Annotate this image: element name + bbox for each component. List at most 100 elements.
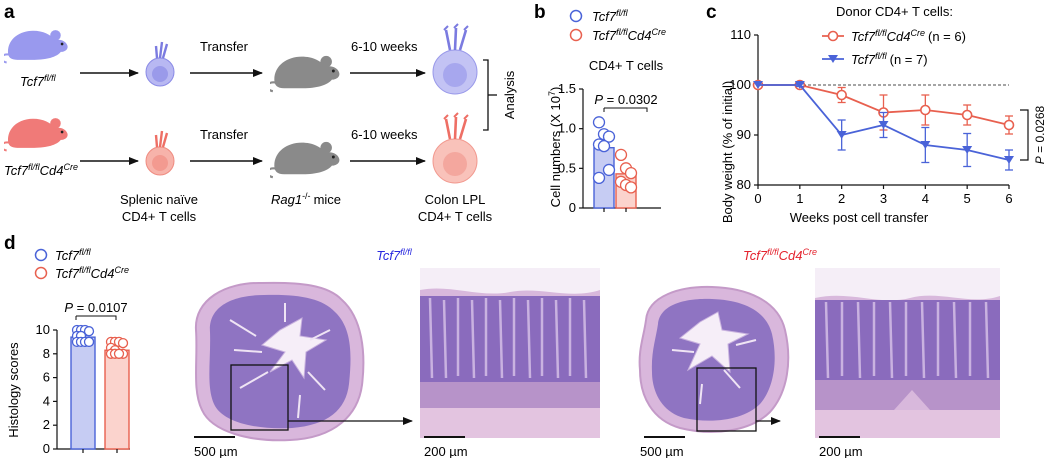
- data-point: [1003, 119, 1015, 131]
- legend-d-fl-label: Tcf7fl/fl: [55, 247, 92, 263]
- histology-title-fl: Tcf7fl/fl: [376, 247, 413, 263]
- transfer-label-top: Transfer: [200, 39, 249, 54]
- legend-b-fl-label: Tcf7fl/fl: [592, 8, 629, 24]
- y-tick-label: 2: [43, 417, 50, 432]
- x-tick-label: 5: [964, 191, 971, 206]
- y-tick-label: 6: [43, 370, 50, 385]
- data-point: [602, 130, 616, 143]
- histology-image-cre-zoom: [815, 268, 1000, 438]
- chart-d-bracket: [75, 315, 117, 320]
- y-tick-label: 100: [729, 77, 751, 92]
- mouse-blue-icon: [4, 29, 69, 64]
- data-point: [602, 163, 616, 177]
- panel-label-c: c: [706, 2, 717, 23]
- data-point: [878, 121, 889, 129]
- genotype-fl-label: Tcf7fl/fl: [20, 73, 57, 89]
- x-tick-label: 2: [838, 191, 845, 206]
- x-tick-label: 4: [922, 191, 929, 206]
- legend-b-cre-marker: [569, 28, 583, 42]
- transfer-label-bottom: Transfer: [200, 127, 249, 142]
- genotype-cre-label: Tcf7fl/flCd4Cre: [4, 162, 78, 178]
- panel-label-d: d: [4, 233, 16, 254]
- data-point: [624, 181, 638, 194]
- data-point: [83, 336, 95, 348]
- rag-mouse-bottom-icon: [270, 140, 341, 179]
- rag-mouse-top-icon: [270, 54, 341, 93]
- panel-b: b Tcf7fl/fl Tcf7fl/flCd4Cre CD4+ T cells…: [534, 2, 666, 215]
- chart-c-xlabel: Weeks post cell transfer: [790, 210, 929, 225]
- chart-c-bracket: [1020, 109, 1029, 161]
- data-point: [794, 81, 805, 89]
- chart-c-ylabel: Body weight (% of initial): [720, 81, 735, 223]
- scale-label-4: 200 µm: [819, 444, 863, 458]
- data-point: [920, 104, 931, 116]
- chart-b-ylabel: Cell numbers (X 107): [547, 87, 563, 208]
- weeks-label-top: 6-10 weeks: [351, 39, 418, 54]
- x-tick-label: 1: [796, 191, 803, 206]
- legend-c-cre-label: Tcf7fl/flCd4Cre (n = 6): [851, 28, 966, 44]
- y-tick-label: 1.0: [558, 121, 576, 136]
- y-tick-label: 0.5: [558, 160, 576, 175]
- data-point: [836, 89, 847, 101]
- colon-caption-2: CD4+ T cells: [418, 209, 493, 224]
- y-tick-label: 4: [43, 393, 50, 408]
- histology-image-fl-overview: [194, 281, 365, 442]
- lpl-cell-blue-icon: [432, 23, 478, 95]
- chart-c-pvalue: P = 0.0268: [1033, 105, 1047, 164]
- chart-d-ylabel: Histology scores: [6, 342, 21, 438]
- legend-d-cre-label: Tcf7fl/flCd4Cre: [55, 265, 129, 281]
- data-point: [614, 148, 628, 161]
- panel-c: c Donor CD4+ T cells: Tcf7fl/flCd4Cre (n …: [706, 2, 1047, 225]
- x-tick-label: 3: [880, 191, 887, 206]
- histology-image-cre-overview: [638, 285, 790, 433]
- mouse-red-icon: [4, 117, 69, 152]
- chart-d-pvalue: P = 0.0107: [64, 300, 127, 315]
- y-tick-label: 110: [730, 27, 751, 42]
- x-tick-label: 0: [754, 191, 761, 206]
- legend-b-fl-marker: [569, 9, 583, 23]
- y-tick-label: 80: [737, 177, 751, 192]
- chart-b-plot: 0 0.5 1.0 1.5: [558, 81, 661, 215]
- y-tick-label: 0: [43, 441, 50, 456]
- lpl-cell-red-icon: [432, 112, 478, 184]
- histology-image-fl-zoom: [420, 268, 600, 438]
- data-point: [83, 326, 95, 337]
- chart-c-title: Donor CD4+ T cells:: [836, 4, 953, 19]
- histology-title-cre: Tcf7fl/flCd4Cre: [743, 247, 817, 263]
- legend-b-cre-label: Tcf7fl/flCd4Cre: [592, 27, 666, 43]
- panel-label-a: a: [4, 2, 15, 23]
- y-tick-label: 8: [43, 346, 50, 361]
- data-point: [961, 109, 973, 121]
- legend-c-fl-label: Tcf7fl/fl (n = 7): [851, 51, 928, 67]
- panel-d: d Tcf7fl/fl Tcf7fl/flCd4Cre P = 0.0107 H…: [4, 233, 1000, 458]
- data-point: [920, 141, 931, 149]
- y-tick-label: 10: [36, 322, 50, 337]
- splenic-caption-1: Splenic naïve: [120, 192, 198, 207]
- rag-caption: Rag1-/- mice: [271, 191, 341, 207]
- scale-label-1: 500 µm: [194, 444, 238, 458]
- scale-label-3: 500 µm: [640, 444, 684, 458]
- colon-caption-1: Colon LPL: [425, 192, 486, 207]
- analysis-label: Analysis: [502, 70, 517, 119]
- bar: [70, 336, 96, 450]
- data-point: [753, 81, 763, 89]
- data-point: [597, 139, 611, 153]
- panel-a: a Tcf7fl/fl Tcf7fl/flCd4Cre Tran: [4, 2, 517, 224]
- legend-c-cre-marker: [827, 30, 839, 42]
- data-point: [592, 171, 606, 185]
- data-point: [1004, 156, 1014, 164]
- bar: [104, 349, 130, 450]
- naive-cell-red-icon: [145, 130, 175, 176]
- splenic-caption-2: CD4+ T cells: [122, 209, 197, 224]
- legend-d-fl-marker: [34, 248, 48, 262]
- data-point: [117, 337, 129, 349]
- legend-c-fl-marker: [828, 55, 838, 63]
- data-point: [624, 166, 638, 180]
- panel-label-b: b: [534, 2, 546, 23]
- data-point: [592, 116, 606, 129]
- naive-cell-blue-icon: [145, 41, 175, 87]
- y-tick-label: 90: [737, 127, 751, 142]
- chart-b-subtitle: CD4+ T cells: [589, 58, 664, 73]
- chart-c-plot: 80 90 100 110 0 1 2 3 4 5 6: [729, 27, 1015, 206]
